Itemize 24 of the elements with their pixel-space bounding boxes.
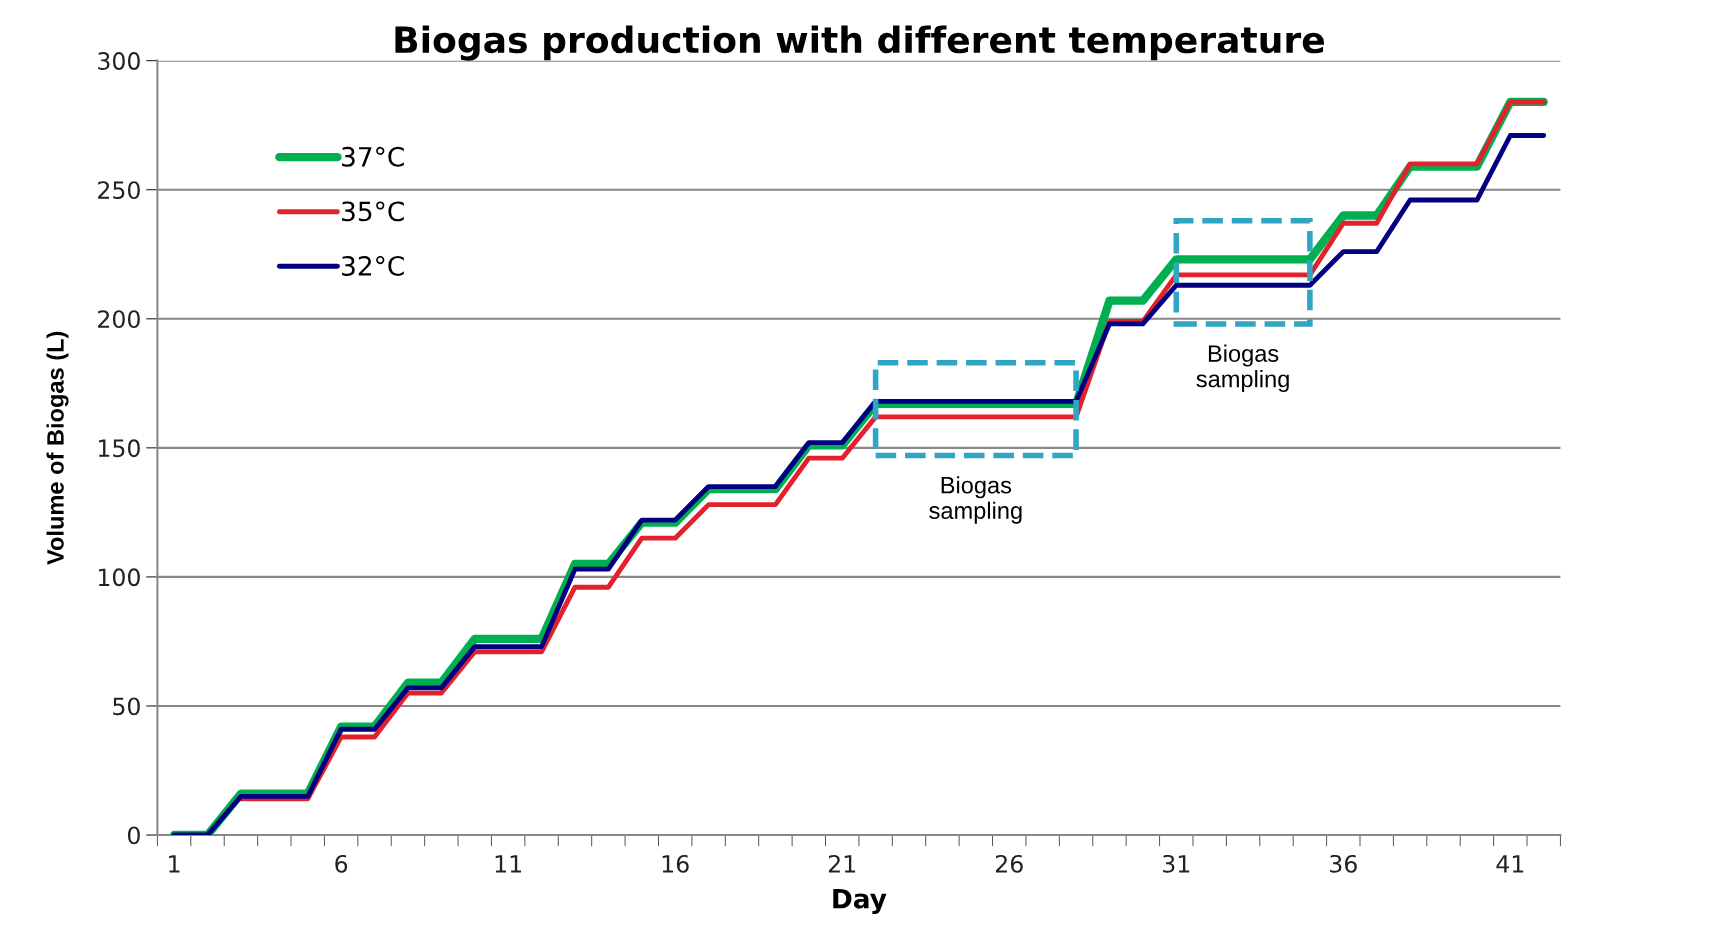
y-axis-title: Volume of Biogas (L) [46,331,69,565]
x-tick-label: 36 [1330,854,1357,873]
x-tick-label: 16 [662,854,689,873]
y-tick-label: 300 [98,52,140,70]
x-axis-title: Day [833,889,887,914]
y-tick-label: 200 [98,310,140,329]
chart-title: Biogas production with different temperature [395,25,1324,61]
legend-label: 32°C [342,255,404,276]
legend-label: 35°C [342,201,404,222]
x-tick-label: 26 [995,854,1023,873]
y-tick-label: 50 [113,697,140,716]
x-tick-label: 11 [495,855,522,873]
legend-label: 37°C [342,146,404,167]
annotation: Biogas sampling [929,476,1022,524]
x-tick-label: 21 [828,854,856,873]
annotation: Biogas sampling [1196,344,1289,393]
x-tick-label: 6 [335,854,348,873]
y-tick-label: 250 [98,181,140,200]
y-tick-label: 0 [127,826,140,845]
y-tick-label: 150 [98,439,140,458]
x-tick-label: 31 [1163,854,1190,873]
x-tick-label: 1 [169,855,180,873]
y-tick-label: 100 [98,568,140,587]
x-tick-label: 41 [1496,855,1524,873]
